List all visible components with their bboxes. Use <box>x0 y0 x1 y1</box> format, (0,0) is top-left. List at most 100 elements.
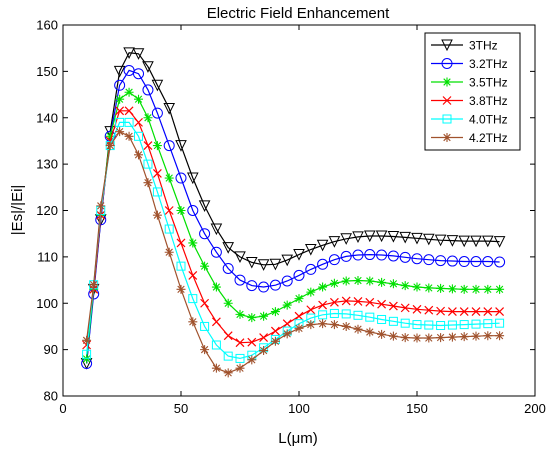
data-point <box>353 310 363 320</box>
data-point <box>481 235 494 248</box>
legend-marker <box>442 96 452 105</box>
data-point <box>306 287 316 297</box>
data-point <box>436 321 446 331</box>
data-point <box>164 247 174 257</box>
data-point <box>82 335 92 345</box>
legend-marker <box>441 39 453 52</box>
data-point <box>363 230 376 243</box>
data-point <box>235 363 245 373</box>
data-point <box>294 311 304 321</box>
data-point <box>269 279 281 291</box>
x-tick-label: 100 <box>288 401 310 416</box>
data-point <box>447 320 457 330</box>
data-point <box>124 106 134 116</box>
data-point <box>411 232 423 245</box>
legend-item: 4.0THz <box>431 113 508 127</box>
data-point <box>82 349 92 359</box>
legend-marker <box>441 58 453 69</box>
legend-box <box>424 32 521 151</box>
data-point <box>377 277 387 287</box>
data-point <box>282 319 292 329</box>
data-point <box>176 261 186 271</box>
data-point <box>188 238 198 248</box>
data-point <box>341 321 351 331</box>
data-point <box>340 250 352 262</box>
data-point <box>305 263 317 275</box>
data-point <box>353 276 363 286</box>
y-tick-label: 110 <box>37 249 58 264</box>
data-point <box>483 307 493 317</box>
data-point <box>353 296 363 306</box>
data-point <box>459 307 469 317</box>
legend-label: 3THz <box>469 39 498 53</box>
x-tick-label: 150 <box>406 401 428 416</box>
series-4.2THz <box>82 127 505 378</box>
data-point <box>123 64 135 76</box>
data-point <box>198 200 211 212</box>
data-point <box>142 61 154 73</box>
data-point <box>470 235 482 248</box>
series-layer <box>80 47 506 378</box>
data-point <box>388 331 398 341</box>
data-point <box>143 159 153 169</box>
legend-item: 3.2THz <box>431 57 508 71</box>
legend-item: 4.2THz <box>431 131 508 145</box>
data-point <box>143 113 153 123</box>
data-point <box>495 284 505 294</box>
data-point <box>115 106 125 116</box>
data-point <box>365 276 375 286</box>
data-point <box>377 299 387 309</box>
data-point <box>316 239 329 252</box>
data-point <box>400 303 410 313</box>
data-point <box>306 305 316 315</box>
legend-item: 3.8THz <box>431 94 508 108</box>
data-point <box>282 300 292 310</box>
data-point <box>446 235 459 247</box>
data-point <box>151 107 163 119</box>
data-point <box>341 296 351 306</box>
data-point <box>294 294 304 304</box>
data-point <box>377 329 387 339</box>
y-tick-label: 150 <box>36 64 58 79</box>
data-point <box>223 351 233 361</box>
data-point <box>176 238 186 248</box>
data-point <box>235 309 245 319</box>
data-point <box>175 140 187 152</box>
x-tick-label: 0 <box>59 401 66 416</box>
legend-item: 3.5THz <box>431 76 508 90</box>
legend-label: 3.5THz <box>469 76 508 90</box>
data-point <box>483 331 493 341</box>
data-point <box>471 307 481 317</box>
data-point <box>365 327 375 337</box>
data-point <box>187 205 199 216</box>
data-point <box>152 168 162 178</box>
data-point <box>134 131 144 141</box>
data-point <box>151 79 164 92</box>
data-point <box>329 278 339 288</box>
data-point <box>494 256 506 268</box>
chart-title: Electric Field Enhancement <box>207 5 390 22</box>
data-point <box>223 298 233 308</box>
data-point <box>234 251 246 263</box>
data-point <box>124 87 134 97</box>
data-point <box>388 279 398 289</box>
data-point <box>447 332 457 342</box>
y-tick-label: 130 <box>36 157 58 172</box>
legend-item: 3THz <box>431 39 498 53</box>
data-point <box>234 274 246 286</box>
data-point <box>200 261 210 271</box>
data-point <box>211 317 221 327</box>
data-point <box>375 230 388 243</box>
data-point <box>365 297 375 307</box>
data-point <box>222 242 235 254</box>
data-point <box>134 94 144 104</box>
data-point <box>436 283 446 293</box>
data-point <box>304 243 317 256</box>
data-point <box>105 131 115 141</box>
data-point <box>235 353 245 363</box>
data-point <box>293 269 305 281</box>
data-point <box>164 206 174 215</box>
data-point <box>399 251 411 263</box>
data-point <box>235 338 245 348</box>
data-point <box>459 332 469 342</box>
